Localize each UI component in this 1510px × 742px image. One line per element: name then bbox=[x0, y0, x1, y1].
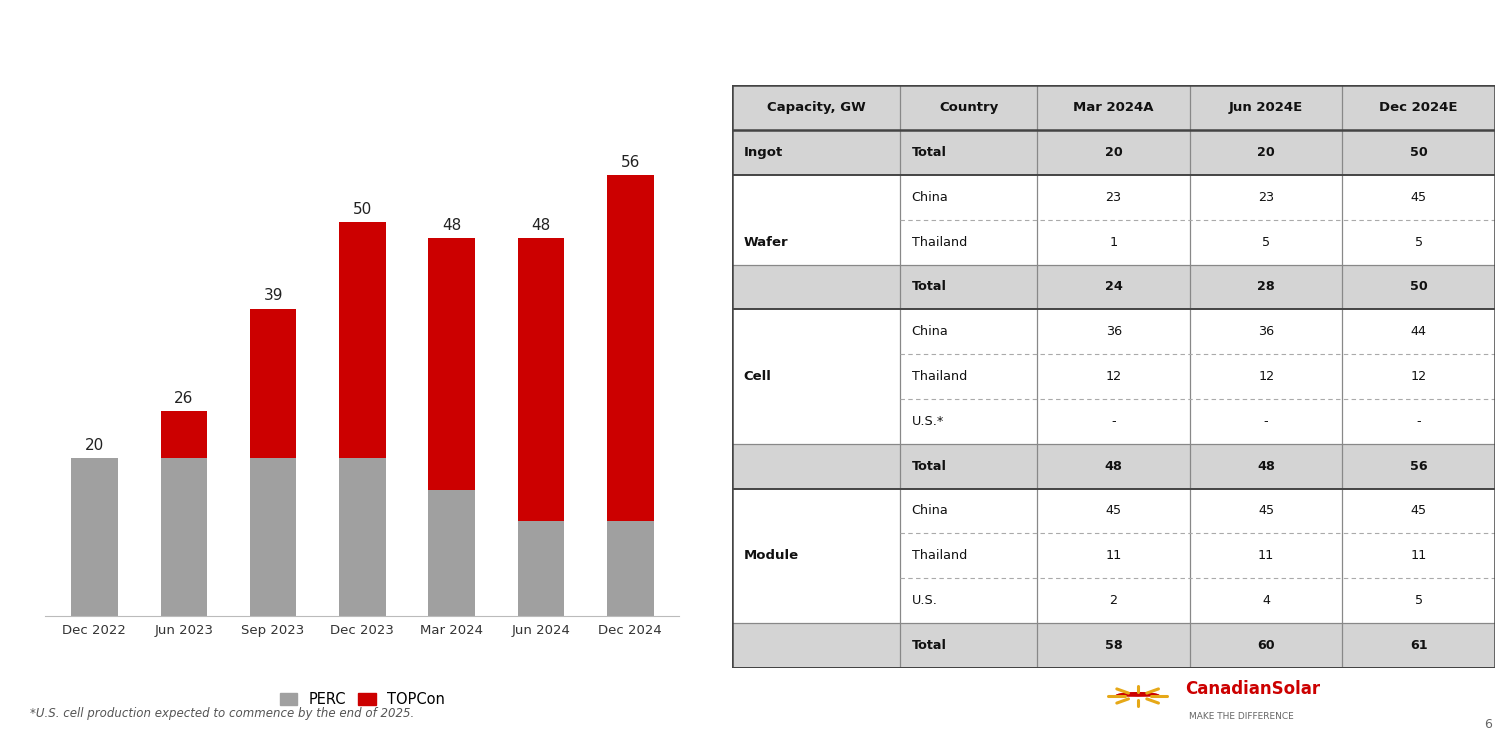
Bar bbox=[732, 444, 1495, 488]
Text: 61: 61 bbox=[1410, 639, 1427, 652]
Text: 5: 5 bbox=[1262, 236, 1270, 249]
Text: Total: Total bbox=[912, 460, 947, 473]
Text: 50: 50 bbox=[353, 202, 371, 217]
Text: China: China bbox=[912, 191, 948, 204]
Text: Solar Cell Manufacturing Capacity Breakdown, GW: Solar Cell Manufacturing Capacity Breakd… bbox=[21, 30, 556, 48]
Text: 23: 23 bbox=[1105, 191, 1122, 204]
Text: China: China bbox=[912, 505, 948, 517]
Text: 44: 44 bbox=[1410, 325, 1427, 338]
Text: U.S.: U.S. bbox=[912, 594, 938, 607]
Text: 48: 48 bbox=[532, 217, 551, 232]
Bar bbox=[429, 490, 476, 616]
Bar bbox=[732, 85, 1495, 130]
Text: 56: 56 bbox=[1410, 460, 1427, 473]
Text: Thailand: Thailand bbox=[912, 370, 966, 383]
Text: 20: 20 bbox=[1105, 146, 1122, 159]
Text: 1: 1 bbox=[1110, 236, 1117, 249]
Bar bbox=[249, 309, 296, 459]
Text: Manufacturing Capacity Expansion Roadmap: Manufacturing Capacity Expansion Roadmap bbox=[764, 30, 1237, 48]
Bar bbox=[732, 578, 1495, 623]
Bar bbox=[732, 354, 1495, 399]
Text: Total: Total bbox=[912, 280, 947, 293]
Bar bbox=[732, 399, 1495, 444]
Bar bbox=[732, 488, 1495, 533]
Bar bbox=[340, 223, 385, 459]
Bar bbox=[160, 411, 207, 459]
Text: 20: 20 bbox=[1258, 146, 1274, 159]
Text: 45: 45 bbox=[1105, 505, 1122, 517]
Text: 58: 58 bbox=[1105, 639, 1122, 652]
Text: Module: Module bbox=[744, 549, 799, 562]
Text: 45: 45 bbox=[1410, 505, 1427, 517]
Text: 23: 23 bbox=[1258, 191, 1274, 204]
Polygon shape bbox=[1116, 693, 1160, 696]
Bar bbox=[607, 522, 654, 616]
Bar bbox=[249, 459, 296, 616]
Bar bbox=[732, 623, 1495, 668]
Text: 36: 36 bbox=[1105, 325, 1122, 338]
Text: 39: 39 bbox=[263, 289, 282, 303]
Text: 12: 12 bbox=[1258, 370, 1274, 383]
Text: Ingot: Ingot bbox=[744, 146, 784, 159]
Polygon shape bbox=[1116, 693, 1160, 696]
Bar bbox=[732, 130, 1495, 175]
Bar bbox=[160, 459, 207, 616]
Bar bbox=[340, 459, 385, 616]
Text: 48: 48 bbox=[1105, 460, 1122, 473]
Text: -: - bbox=[1264, 415, 1268, 428]
Text: China: China bbox=[912, 325, 948, 338]
Bar bbox=[607, 175, 654, 522]
Text: 11: 11 bbox=[1410, 549, 1427, 562]
Text: 60: 60 bbox=[1258, 639, 1274, 652]
Text: 12: 12 bbox=[1410, 370, 1427, 383]
Bar bbox=[732, 533, 1495, 578]
Text: 48: 48 bbox=[442, 217, 462, 232]
Text: 56: 56 bbox=[621, 154, 640, 170]
Text: 4: 4 bbox=[1262, 594, 1270, 607]
Text: 6: 6 bbox=[1484, 718, 1492, 731]
Bar bbox=[732, 309, 1495, 354]
Text: Total: Total bbox=[912, 146, 947, 159]
Text: 45: 45 bbox=[1410, 191, 1427, 204]
Bar bbox=[429, 238, 476, 490]
Text: Dec 2024E: Dec 2024E bbox=[1380, 101, 1457, 114]
Text: -: - bbox=[1111, 415, 1116, 428]
Bar bbox=[518, 238, 565, 522]
Text: 12: 12 bbox=[1105, 370, 1122, 383]
Text: 50: 50 bbox=[1410, 146, 1427, 159]
Text: U.S.*: U.S.* bbox=[912, 415, 944, 428]
Text: MAKE THE DIFFERENCE: MAKE THE DIFFERENCE bbox=[1188, 712, 1294, 720]
Text: 26: 26 bbox=[174, 391, 193, 406]
Text: Total: Total bbox=[912, 639, 947, 652]
Text: *U.S. cell production expected to commence by the end of 2025.: *U.S. cell production expected to commen… bbox=[30, 706, 414, 720]
Text: 28: 28 bbox=[1258, 280, 1274, 293]
Text: Thailand: Thailand bbox=[912, 236, 966, 249]
Bar bbox=[732, 220, 1495, 265]
Text: Jun 2024E: Jun 2024E bbox=[1229, 101, 1303, 114]
Text: Wafer: Wafer bbox=[744, 236, 788, 249]
Text: Thailand: Thailand bbox=[912, 549, 966, 562]
Text: 24: 24 bbox=[1105, 280, 1122, 293]
Legend: PERC, TOPCon: PERC, TOPCon bbox=[273, 686, 451, 712]
Text: 48: 48 bbox=[1258, 460, 1274, 473]
Text: 50: 50 bbox=[1410, 280, 1427, 293]
Text: Country: Country bbox=[939, 101, 998, 114]
Text: 36: 36 bbox=[1258, 325, 1274, 338]
Text: 11: 11 bbox=[1258, 549, 1274, 562]
Bar bbox=[732, 175, 1495, 220]
Bar bbox=[732, 265, 1495, 309]
Text: CanadianSolar: CanadianSolar bbox=[1185, 680, 1320, 697]
Bar bbox=[518, 522, 565, 616]
Text: Capacity, GW: Capacity, GW bbox=[767, 101, 865, 114]
Text: -: - bbox=[1416, 415, 1421, 428]
Text: Cell: Cell bbox=[744, 370, 772, 383]
Text: 5: 5 bbox=[1415, 594, 1422, 607]
Text: 11: 11 bbox=[1105, 549, 1122, 562]
Text: 2: 2 bbox=[1110, 594, 1117, 607]
Text: 45: 45 bbox=[1258, 505, 1274, 517]
Text: Mar 2024A: Mar 2024A bbox=[1074, 101, 1154, 114]
Text: 5: 5 bbox=[1415, 236, 1422, 249]
Bar bbox=[71, 459, 118, 616]
Text: 20: 20 bbox=[85, 438, 104, 453]
